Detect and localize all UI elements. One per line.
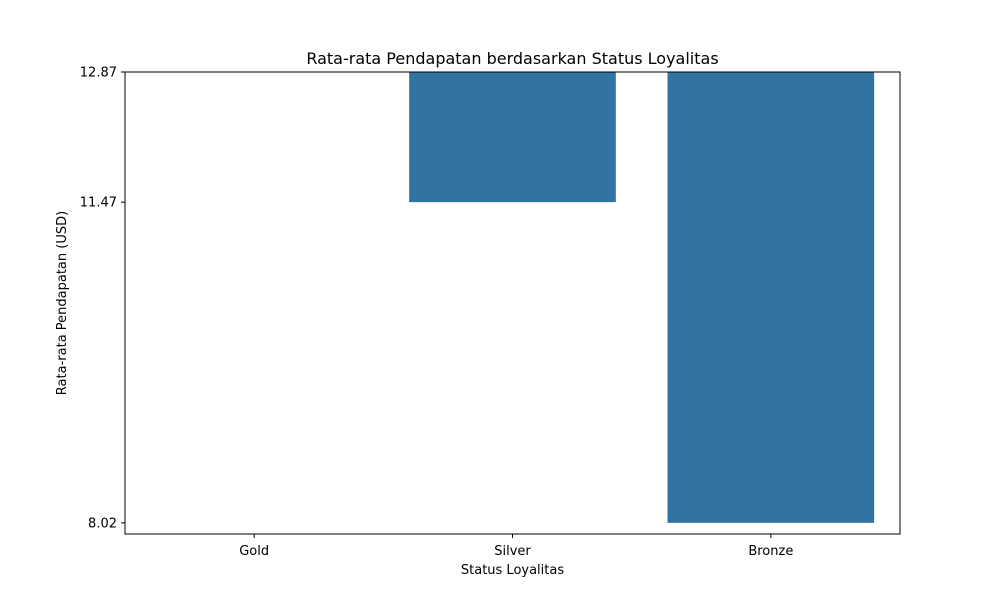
plot-frame xyxy=(124,71,901,535)
bars-layer xyxy=(409,72,875,523)
bar-bronze xyxy=(667,72,875,523)
y-axis-ticks: 12.87 11.47 8.02 xyxy=(80,66,125,531)
chart-title: Rata-rata Pendapatan berdasarkan Status … xyxy=(306,49,718,68)
y-tick-label: 8.02 xyxy=(88,516,117,531)
y-tick-label: 12.87 xyxy=(80,66,117,81)
x-tick-label-silver: Silver xyxy=(494,544,531,559)
x-tick-label-gold: Gold xyxy=(239,544,269,559)
y-axis-title: Rata-rata Pendapatan (USD) xyxy=(55,211,70,395)
bar-silver xyxy=(409,72,616,203)
x-axis-title: Status Loyalitas xyxy=(461,563,564,578)
y-tick-label: 11.47 xyxy=(80,196,117,211)
x-axis-ticks: Gold Silver Bronze xyxy=(239,534,793,559)
x-tick-label-bronze: Bronze xyxy=(748,544,793,559)
